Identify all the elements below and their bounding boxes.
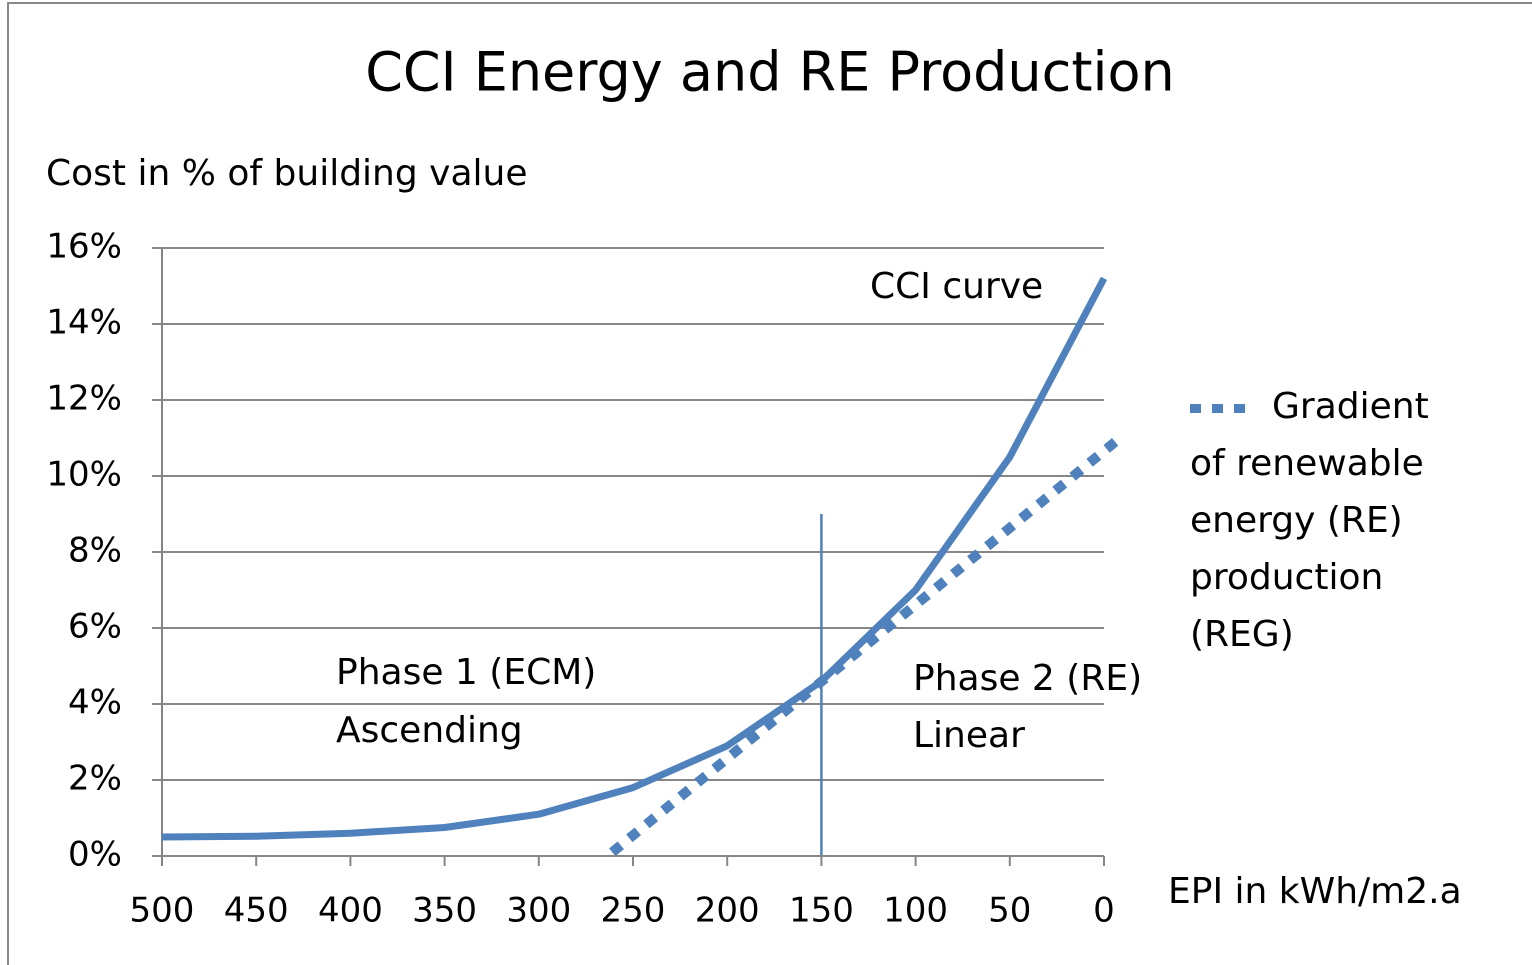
annotation: Phase 2 (RE) xyxy=(913,658,1142,699)
series-label: CCI curve xyxy=(870,266,1043,307)
chart-border xyxy=(7,2,1532,965)
y-tick-label: 8% xyxy=(68,531,122,571)
annotation: Phase 1 (ECM) xyxy=(336,652,596,693)
annotation: Linear xyxy=(913,715,1025,756)
y-axis-label: Cost in % of building value xyxy=(46,153,528,194)
x-tick-label: 200 xyxy=(695,891,760,931)
series-line xyxy=(609,437,1119,857)
annotation: Ascending xyxy=(336,710,523,751)
x-tick-label: 300 xyxy=(506,891,571,931)
legend-marker xyxy=(1190,403,1254,413)
y-tick-label: 12% xyxy=(46,379,122,419)
y-tick-label: 2% xyxy=(68,759,122,799)
legend: Gradient of renewable energy (RE) produc… xyxy=(1190,378,1470,663)
series-line xyxy=(161,276,1108,841)
x-axis-label: EPI in kWh/m2.a xyxy=(1168,871,1462,912)
x-tick-label: 150 xyxy=(789,891,854,931)
y-tick-label: 4% xyxy=(68,683,122,723)
y-tick-label: 6% xyxy=(68,607,122,647)
y-tick-label: 0% xyxy=(68,835,122,875)
y-tick-label: 10% xyxy=(46,455,122,495)
y-tick-label: 14% xyxy=(46,303,122,343)
x-tick-label: 350 xyxy=(412,891,477,931)
legend-label: Gradient of renewable energy (RE) produc… xyxy=(1190,386,1429,655)
x-tick-label: 400 xyxy=(318,891,383,931)
x-tick-label: 0 xyxy=(1093,891,1115,931)
y-tick-label: 16% xyxy=(46,227,122,267)
x-tick-label: 250 xyxy=(601,891,666,931)
chart-title: CCI Energy and RE Production xyxy=(365,41,1175,104)
x-tick-label: 450 xyxy=(224,891,289,931)
x-tick-label: 500 xyxy=(130,891,195,931)
x-tick-label: 50 xyxy=(988,891,1031,931)
x-tick-label: 100 xyxy=(883,891,948,931)
